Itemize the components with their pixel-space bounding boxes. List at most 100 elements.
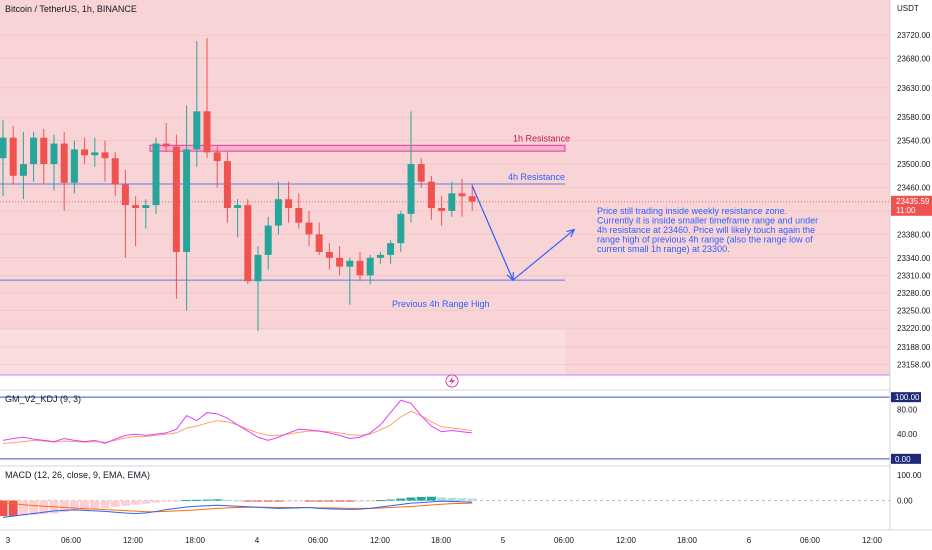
candle[interactable] bbox=[285, 181, 293, 223]
kdj-tick-label: 40.00 bbox=[897, 430, 918, 439]
price-axis[interactable]: USDT 23720.00 23680.00 23630.00 23580.00 235… bbox=[889, 0, 932, 530]
candle[interactable] bbox=[325, 243, 333, 270]
candle[interactable] bbox=[40, 128, 48, 185]
main-pane[interactable]: 1h Resistance 4h Resistance Previous 4h … bbox=[0, 0, 890, 388]
weekly-resistance-zone-lower bbox=[0, 330, 565, 375]
last-price-badge: 23435.59 11:00 bbox=[891, 195, 932, 216]
price-tick-label: 23580.00 bbox=[897, 113, 931, 122]
candle[interactable] bbox=[213, 146, 221, 188]
candle[interactable] bbox=[19, 131, 27, 200]
price-tick-label: 23500.00 bbox=[897, 160, 931, 169]
price-tick-label: 23188.00 bbox=[897, 343, 931, 352]
candle[interactable] bbox=[448, 181, 456, 217]
forecast-arrowheads bbox=[506, 228, 576, 282]
candle[interactable] bbox=[203, 38, 211, 159]
candle[interactable] bbox=[111, 152, 119, 197]
candle[interactable] bbox=[305, 210, 313, 247]
price-tick-label: 23680.00 bbox=[897, 55, 931, 64]
time-tick-label: 06:00 bbox=[800, 536, 821, 545]
candle[interactable] bbox=[468, 184, 476, 211]
time-tick-label: 5 bbox=[501, 536, 506, 545]
time-tick-label: 18:00 bbox=[431, 536, 452, 545]
kdj-title: GM_V2_KDJ (9, 3) bbox=[5, 394, 81, 404]
lightning-icon[interactable] bbox=[445, 374, 459, 388]
candle[interactable] bbox=[397, 210, 405, 252]
price-tick-label: 23310.00 bbox=[897, 271, 931, 280]
svg-text:23435.59: 23435.59 bbox=[896, 197, 930, 206]
candle[interactable] bbox=[0, 120, 7, 197]
macd-tick-labels: 100.00 0.00 bbox=[897, 471, 922, 506]
kdj-k-line bbox=[2, 399, 473, 444]
candle[interactable] bbox=[407, 111, 415, 223]
time-tick-label: 6 bbox=[747, 536, 752, 545]
kdj-levels bbox=[0, 396, 890, 460]
macd-tick-label: 100.00 bbox=[897, 471, 922, 480]
time-tick-label: 12:00 bbox=[370, 536, 391, 545]
candle[interactable] bbox=[417, 158, 425, 188]
svg-text:11:00: 11:00 bbox=[896, 206, 916, 215]
candle[interactable] bbox=[336, 246, 344, 276]
kdj-pane[interactable]: GM_V2_KDJ (9, 3) bbox=[0, 394, 890, 460]
time-tick-label: 12:00 bbox=[862, 536, 883, 545]
resistance-1h-label: 1h Resistance bbox=[513, 133, 570, 143]
time-tick-label: 06:00 bbox=[554, 536, 575, 545]
candle[interactable] bbox=[162, 123, 170, 153]
candle[interactable] bbox=[244, 199, 252, 285]
macd-line bbox=[2, 500, 473, 518]
macd-tick-label: 0.00 bbox=[897, 497, 913, 506]
candle[interactable] bbox=[132, 196, 140, 247]
candle[interactable] bbox=[152, 137, 160, 214]
macd-signal-line bbox=[2, 502, 473, 513]
candle[interactable] bbox=[50, 134, 58, 191]
candle[interactable] bbox=[346, 257, 354, 305]
resistance-4h-label: 4h Resistance bbox=[508, 172, 565, 182]
candle[interactable] bbox=[427, 175, 435, 220]
price-tick-label: 23460.00 bbox=[897, 184, 931, 193]
time-axis[interactable]: 3 06:00 12:00 18:00 4 06:00 12:00 18:00 5 06:00 12… bbox=[0, 529, 932, 550]
candles[interactable] bbox=[0, 38, 476, 332]
time-tick-label: 18:00 bbox=[185, 536, 206, 545]
candle[interactable] bbox=[91, 137, 99, 167]
candle[interactable] bbox=[254, 246, 262, 332]
candle[interactable] bbox=[315, 222, 323, 255]
candle[interactable] bbox=[183, 105, 191, 311]
kdj-tick-label: 80.00 bbox=[897, 406, 918, 415]
candle[interactable] bbox=[295, 193, 303, 229]
candle[interactable] bbox=[121, 169, 129, 258]
candle[interactable] bbox=[458, 178, 466, 217]
macd-pane[interactable]: MACD (12, 26, close, 9, EMA, EMA) bbox=[0, 470, 890, 518]
price-tick-label: 23250.00 bbox=[897, 307, 931, 316]
candle[interactable] bbox=[60, 131, 68, 211]
candle[interactable] bbox=[356, 251, 364, 282]
candle[interactable] bbox=[70, 140, 78, 194]
resistance-1h-box[interactable] bbox=[149, 144, 566, 152]
candle[interactable] bbox=[223, 152, 231, 223]
candle[interactable] bbox=[264, 216, 272, 270]
kdj-tick-label: 0.00 bbox=[895, 455, 911, 464]
range-high-4h-label: Previous 4h Range High bbox=[392, 299, 490, 309]
price-tick-label: 23340.00 bbox=[897, 254, 931, 263]
candle[interactable] bbox=[142, 199, 150, 229]
price-tick-label: 23720.00 bbox=[897, 31, 931, 40]
price-tick-label: 23158.00 bbox=[897, 360, 931, 369]
price-tick-label: 23280.00 bbox=[897, 289, 931, 298]
candle[interactable] bbox=[376, 251, 384, 264]
candle[interactable] bbox=[234, 199, 242, 238]
time-tick-label: 06:00 bbox=[308, 536, 329, 545]
time-tick-labels: 3 06:00 12:00 18:00 4 06:00 12:00 18:00 5 06:00 12… bbox=[6, 536, 883, 545]
price-tick-label: 23630.00 bbox=[897, 84, 931, 93]
candle[interactable] bbox=[366, 254, 374, 285]
candle[interactable] bbox=[274, 181, 282, 235]
candle[interactable] bbox=[101, 140, 109, 182]
candle[interactable] bbox=[30, 131, 38, 182]
candle[interactable] bbox=[81, 137, 89, 165]
kdj-d-line bbox=[2, 410, 473, 444]
candle[interactable] bbox=[172, 134, 180, 299]
analysis-note: Price still trading inside weekly resist… bbox=[597, 206, 818, 254]
price-grid bbox=[0, 34, 890, 365]
candle[interactable] bbox=[193, 41, 201, 167]
candle[interactable] bbox=[9, 125, 17, 185]
candle[interactable] bbox=[438, 196, 446, 226]
candle[interactable] bbox=[387, 240, 395, 264]
